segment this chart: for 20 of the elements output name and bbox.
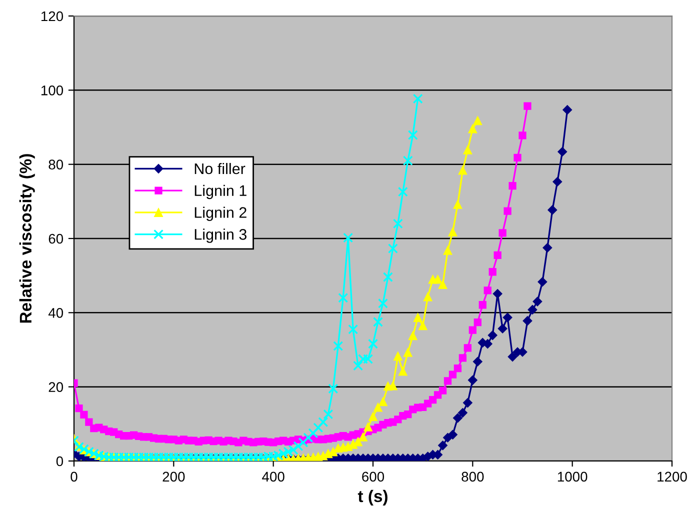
legend-label: No filler: [194, 162, 246, 174]
x-tick-label: 0: [70, 472, 78, 482]
y-tick-label: 40: [48, 308, 64, 318]
y-tick-label: 0: [56, 456, 64, 466]
y-tick-label: 100: [41, 86, 64, 96]
y-tick-label: 20: [48, 382, 64, 392]
y-tick-label: 80: [48, 160, 64, 170]
x-tick-label: 1000: [558, 472, 588, 482]
y-axis-title: Relative viscosity (%): [19, 154, 35, 323]
y-tick-label: 120: [41, 11, 64, 22]
x-tick-label: 600: [362, 472, 384, 482]
x-tick-label: 800: [462, 472, 484, 482]
x-tick-label: 200: [162, 472, 185, 482]
legend-label: Lignin 1: [194, 184, 246, 200]
y-tick-label: 60: [48, 234, 64, 244]
legend-label: Lignin 2: [194, 206, 246, 221]
x-axis-title: t (s): [358, 490, 388, 506]
x-tick-label: 1200: [658, 472, 687, 482]
x-tick-label: 400: [262, 472, 284, 482]
legend-label: Lignin 3: [194, 228, 246, 243]
